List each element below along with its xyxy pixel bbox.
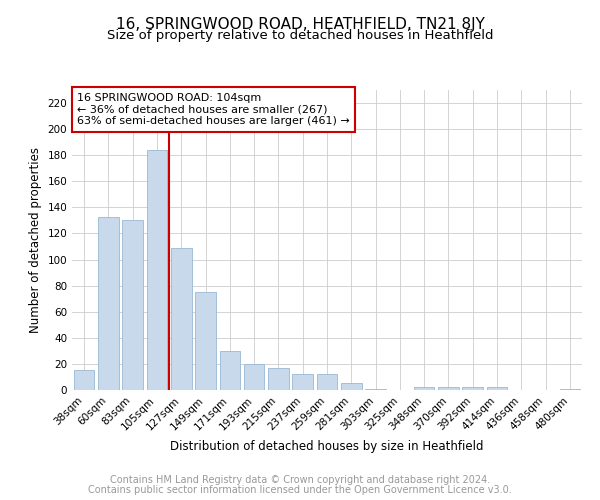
- Bar: [317, 374, 337, 390]
- Text: 16 SPRINGWOOD ROAD: 104sqm
← 36% of detached houses are smaller (267)
63% of sem: 16 SPRINGWOOD ROAD: 104sqm ← 36% of deta…: [77, 93, 350, 126]
- Bar: [268, 368, 289, 390]
- Bar: [365, 388, 386, 390]
- Bar: [341, 384, 362, 390]
- Y-axis label: Number of detached properties: Number of detached properties: [29, 147, 42, 333]
- Bar: [244, 364, 265, 390]
- Text: Size of property relative to detached houses in Heathfield: Size of property relative to detached ho…: [107, 29, 493, 42]
- Bar: [463, 388, 483, 390]
- Bar: [487, 388, 508, 390]
- Bar: [74, 370, 94, 390]
- Bar: [122, 220, 143, 390]
- X-axis label: Distribution of detached houses by size in Heathfield: Distribution of detached houses by size …: [170, 440, 484, 453]
- Bar: [195, 292, 216, 390]
- Bar: [438, 388, 459, 390]
- Bar: [146, 150, 167, 390]
- Bar: [560, 388, 580, 390]
- Bar: [171, 248, 191, 390]
- Bar: [98, 216, 119, 390]
- Bar: [414, 388, 434, 390]
- Bar: [220, 351, 240, 390]
- Text: Contains HM Land Registry data © Crown copyright and database right 2024.: Contains HM Land Registry data © Crown c…: [110, 475, 490, 485]
- Text: Contains public sector information licensed under the Open Government Licence v3: Contains public sector information licen…: [88, 485, 512, 495]
- Bar: [292, 374, 313, 390]
- Text: 16, SPRINGWOOD ROAD, HEATHFIELD, TN21 8JY: 16, SPRINGWOOD ROAD, HEATHFIELD, TN21 8J…: [116, 18, 484, 32]
